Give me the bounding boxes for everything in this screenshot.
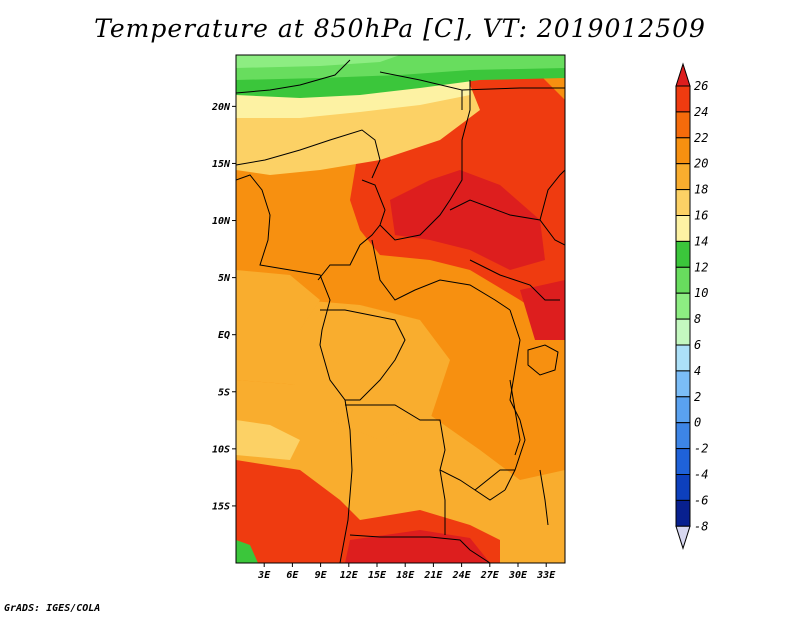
- map-frame: [235, 54, 566, 564]
- border-congo-gabon: [320, 309, 406, 401]
- colorbar-top-arrow: [675, 62, 691, 87]
- border-egypt-sudan: [461, 87, 565, 91]
- lon-tick-label: 27E: [480, 570, 500, 581]
- border-drc-angola: [345, 404, 506, 501]
- colorbar-label: 24: [694, 105, 708, 119]
- colorbar-segment: [675, 189, 691, 217]
- colorbar-segment: [675, 240, 691, 268]
- lat-tick-label: 5N: [218, 273, 231, 284]
- border-angola-south: [349, 534, 491, 563]
- lon-tick-label: 21E: [423, 570, 443, 581]
- lat-tick-label: EQ: [218, 330, 230, 341]
- colorbar-label: 6: [694, 338, 701, 352]
- temperature-field: [236, 55, 565, 563]
- colorbar-label: 12: [694, 260, 708, 274]
- lon-tick-label: 33E: [536, 570, 556, 581]
- region-atlantic: [236, 270, 320, 385]
- colorbar-segment: [675, 499, 691, 527]
- region-congo-light-orange: [280, 300, 450, 440]
- lon-tick-label: 6E: [286, 570, 299, 581]
- colorbar-label: 0: [694, 416, 701, 430]
- region-sw-corner-green: [236, 540, 258, 563]
- colorbar-segment: [675, 111, 691, 139]
- lon-tick-label: 18E: [396, 570, 415, 581]
- coastline-west-africa: [236, 174, 353, 563]
- border-zambia: [439, 469, 515, 535]
- longitude-axis: 3E 6E 9E 12E 15E 18E 21E 24E 27E 30E 33E: [257, 563, 556, 581]
- colorbar-segment: [675, 474, 691, 501]
- region-sw-yellow: [236, 420, 300, 460]
- lake-tanganyika: [509, 379, 521, 456]
- border-niger-nigeria: [236, 129, 381, 179]
- colorbar-segment: [675, 422, 691, 450]
- lat-tick-label: 15N: [212, 159, 231, 170]
- lon-tick-label: 30E: [508, 570, 528, 581]
- colorbar-label: -8: [694, 519, 708, 533]
- colorbar-label: 10: [694, 286, 708, 300]
- colorbar-segment: [675, 344, 691, 372]
- border-sudan-ss: [449, 199, 565, 246]
- region-east-hot: [520, 280, 565, 340]
- colorbar-label: 2: [694, 390, 701, 404]
- lon-tick-label: 9E: [315, 570, 328, 581]
- region-southern-hot: [345, 530, 490, 563]
- colorbar-label: -2: [694, 442, 708, 456]
- lat-tick-label: 10N: [212, 216, 231, 227]
- border-ss-south: [469, 259, 560, 301]
- colorbar-label: 8: [694, 312, 701, 326]
- colorbar-segment: [675, 448, 691, 476]
- colorbar-label: -6: [694, 493, 708, 507]
- lon-tick-label: 15E: [368, 570, 387, 581]
- colorbar-segment: [675, 215, 691, 242]
- lat-tick-label: 5S: [218, 387, 230, 398]
- colorbar-label: 14: [694, 234, 708, 248]
- colorbar-label: 22: [694, 131, 708, 145]
- colorbar-segment: [675, 266, 691, 294]
- colorbar-segment: [675, 163, 691, 191]
- lon-tick-label: 12E: [340, 570, 359, 581]
- lon-tick-label: 24E: [452, 570, 472, 581]
- region-north-pale-green: [236, 55, 400, 68]
- latitude-axis: 20N 15N 10N 5N EQ 5S 10S 15S: [211, 102, 236, 512]
- lake-malawi: [539, 469, 549, 526]
- border-north-libya: [236, 59, 463, 110]
- colorbar-label: -4: [694, 468, 708, 482]
- border-car-south: [371, 239, 511, 311]
- lake-victoria: [527, 344, 559, 376]
- colorbar-segment: [675, 85, 691, 113]
- region-central-hot: [390, 170, 545, 270]
- colorbar-segment: [675, 396, 691, 424]
- colorbar-label: 20: [694, 157, 708, 171]
- lat-tick-label: 20N: [211, 102, 231, 113]
- colorbar-segment: [675, 318, 691, 346]
- lon-tick-label: 3E: [257, 570, 271, 581]
- colorbar-label: 16: [694, 209, 708, 223]
- lat-tick-label: 15S: [212, 501, 230, 512]
- country-borders: [236, 59, 565, 563]
- colorbar-bottom-arrow: [675, 525, 691, 550]
- colorbar-segment: [675, 370, 691, 398]
- colorbar-label: 4: [694, 364, 701, 378]
- colorbar-segment: [675, 137, 691, 165]
- colorbar-label: 18: [694, 183, 708, 197]
- colorbar-label: 26: [694, 79, 708, 93]
- border-ethiopia: [539, 169, 565, 221]
- border-lake-chad-region: [317, 179, 386, 281]
- colorbar-segment: [675, 292, 691, 320]
- colorbar-segments: [675, 62, 691, 550]
- lat-tick-label: 10S: [212, 444, 230, 455]
- grads-credit: GrADS: IGES/COLA: [4, 603, 101, 614]
- border-chad-sudan: [379, 80, 471, 241]
- chart-title: Temperature at 850hPa [C], VT: 201901250…: [94, 14, 706, 43]
